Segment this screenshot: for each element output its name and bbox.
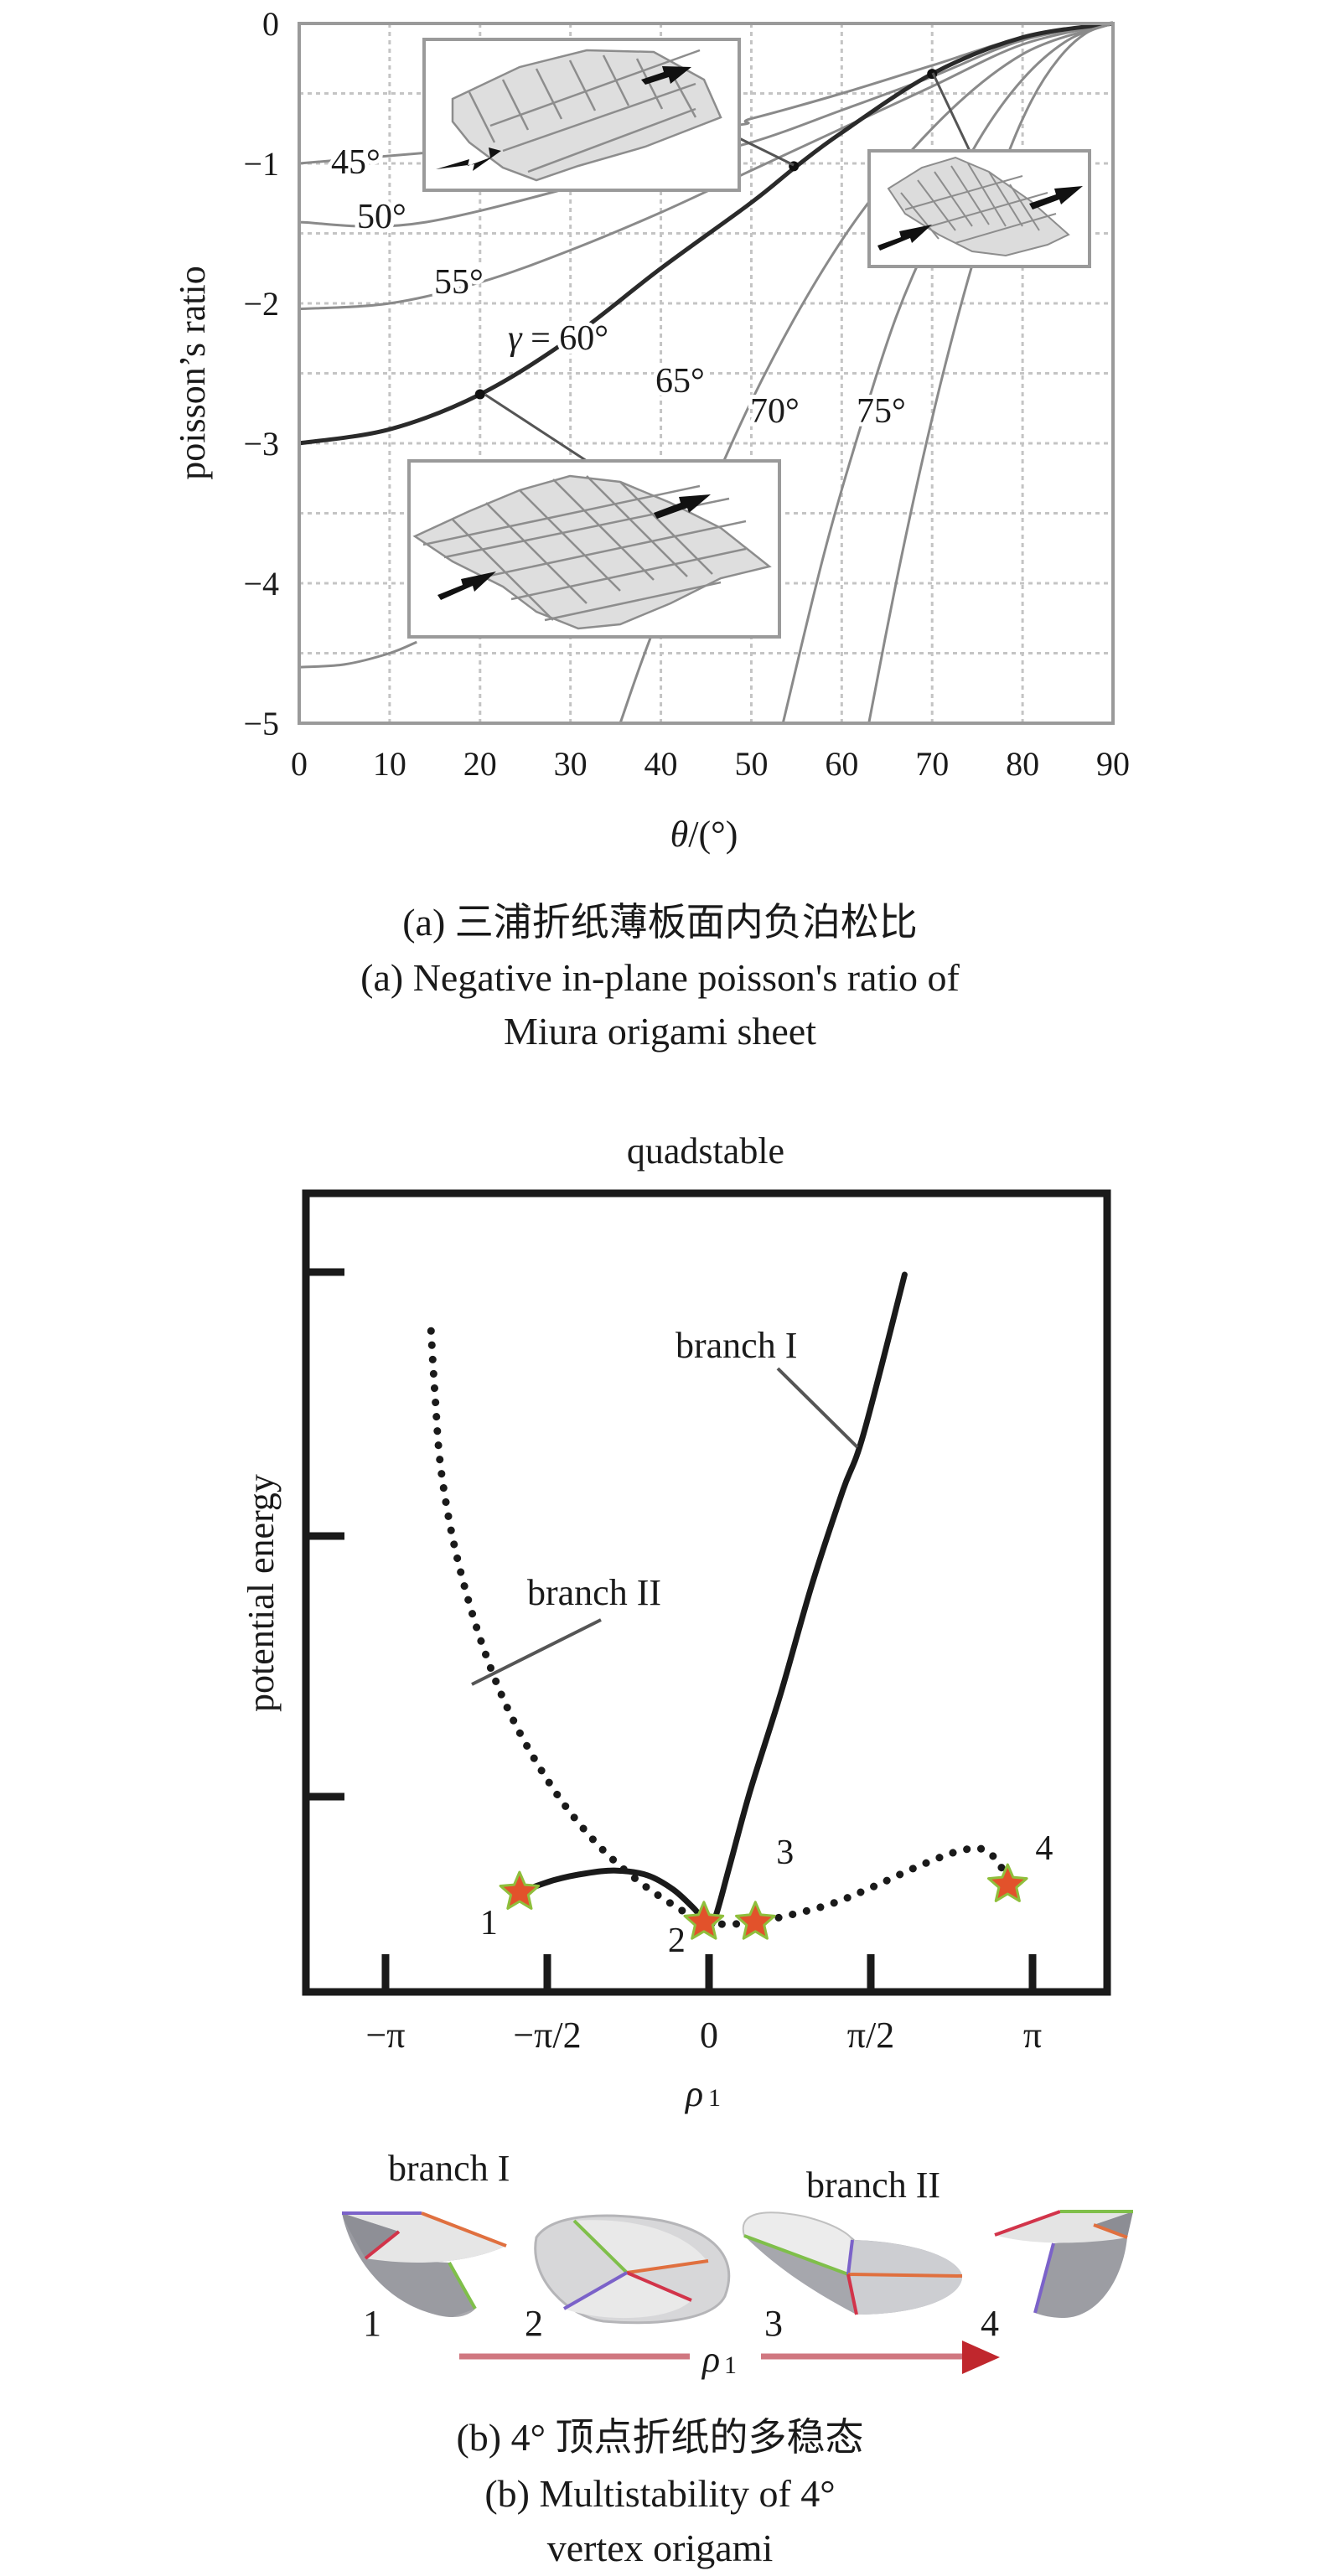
svg-text:75°: 75° [857, 392, 906, 431]
svg-text:π: π [1023, 2015, 1042, 2056]
svg-text:2: 2 [668, 1922, 686, 1960]
stable-state-labels: 1 2 3 4 [480, 1829, 1053, 1960]
miura-sheet-flat-icon [412, 474, 772, 630]
svg-text:55°: 55° [434, 263, 484, 302]
svg-text:3: 3 [776, 1834, 794, 1872]
svg-text:30: 30 [554, 745, 588, 783]
branch-ii-label: branch II [806, 2165, 940, 2206]
miura-sheet-open-icon [451, 49, 722, 182]
svg-text:θ/(°): θ/(°) [670, 814, 738, 855]
svg-text:0: 0 [700, 2015, 718, 2056]
svg-text:−π: −π [365, 2015, 405, 2056]
svg-text:75°: 75° [857, 392, 906, 431]
origami-states-panel: branch I branch II [342, 2148, 1133, 2380]
arrow-pair-icon [437, 494, 711, 600]
svg-text:0: 0 [262, 5, 279, 43]
svg-text:0: 0 [291, 745, 308, 783]
y-axis-label: potential energy [241, 1474, 282, 1712]
svg-text:γ = 60°: γ = 60° [508, 319, 608, 358]
svg-text:65°: 65° [655, 362, 705, 401]
svg-text:50°: 50° [357, 198, 406, 236]
caption-b-en-line2: vertex origami [546, 2527, 774, 2569]
stable-state-markers [499, 1863, 1028, 1940]
svg-text:−5: −5 [243, 705, 279, 742]
svg-text:45°: 45° [331, 143, 380, 182]
miura-sheet-compressed-icon [887, 156, 1070, 257]
branch-i-label: branch I [676, 1325, 797, 1366]
caption-a-en-line1: (a) Negative in-plane poisson's ratio of [360, 956, 960, 999]
svg-text:4: 4 [1035, 1829, 1053, 1868]
caption-b-en-line1: (b) Multistability of 4° [484, 2472, 836, 2515]
svg-text:50°: 50° [357, 198, 406, 236]
svg-text:1: 1 [708, 2084, 721, 2112]
x-ticks: −π −π/2 0 π/2 π [365, 1954, 1042, 2056]
origami-state-2-icon [534, 2214, 731, 2325]
origami-state-3-icon [742, 2211, 963, 2315]
branch-leader-lines [471, 1367, 859, 1686]
svg-text:3: 3 [764, 2303, 783, 2344]
svg-text:40: 40 [644, 745, 678, 783]
svg-text:45°: 45° [331, 143, 380, 182]
plot-frame [302, 1189, 1111, 1996]
y-ticks [306, 1268, 344, 1801]
svg-text:50: 50 [734, 745, 768, 783]
svg-text:1: 1 [724, 2351, 737, 2379]
x-axis-label: θ/(°) [670, 814, 738, 855]
inset-top-left [422, 38, 795, 192]
poisson-curves [298, 21, 1114, 724]
energy-curves [427, 1271, 1012, 1929]
svg-text:65°: 65° [655, 362, 705, 401]
arrow-pair-icon [436, 66, 691, 171]
inset-right [867, 72, 1091, 268]
branch-ii-label: branch II [527, 1572, 661, 1613]
svg-text:80: 80 [1006, 745, 1039, 783]
caption-a-cn: (a) 三浦折纸薄板面内负泊松比 [402, 901, 918, 944]
svg-text:γ = 60°: γ = 60° [508, 319, 608, 358]
svg-text:π/2: π/2 [847, 2015, 894, 2056]
state-number-labels: 1 2 3 4 [363, 2303, 999, 2344]
svg-text:2: 2 [525, 2303, 543, 2344]
svg-text:20: 20 [463, 745, 497, 783]
svg-text:90: 90 [1096, 745, 1130, 783]
origami-state-4-icon [994, 2210, 1133, 2318]
svg-text:10: 10 [373, 745, 406, 783]
svg-text:1: 1 [480, 1904, 498, 1942]
svg-text:1: 1 [363, 2303, 381, 2344]
axis-tick-labels: 0 10 20 30 40 50 60 70 80 90 0 −1 −2 −3 −4 −5 [243, 5, 1130, 783]
caption-b-cn: (b) 4° 顶点折纸的多稳态 [456, 2416, 864, 2459]
svg-text:−2: −2 [243, 285, 279, 323]
curve-labels: 45°45°50°50°55°55°γ = 60°γ = 60°65°65°70… [327, 139, 910, 435]
inset-bottom [407, 393, 781, 639]
arrow-pair-icon [877, 186, 1083, 251]
svg-text:70°: 70° [750, 392, 800, 431]
origami-state-1-icon [342, 2211, 507, 2317]
rho-direction-arrow: ρ 1 [459, 2339, 1000, 2380]
svg-text:ρ: ρ [684, 2073, 703, 2114]
svg-text:4: 4 [981, 2303, 999, 2344]
chart-title: quadstable [627, 1130, 784, 1172]
x-axis-label: ρ 1 [684, 2073, 721, 2114]
poisson-ratio-chart: 0 10 20 30 40 50 60 70 80 900−1−2−3−4−5 45°45°50°… [172, 5, 1130, 855]
y-axis-label: poisson’s ratio [172, 266, 213, 479]
svg-text:−4: −4 [243, 565, 279, 603]
branch-i-label: branch I [388, 2148, 510, 2189]
plot-frame [298, 22, 1115, 725]
potential-energy-chart: quadstable −π −π/2 0 π/2 π branch I branch I… [241, 1130, 1111, 2114]
svg-text:−π/2: −π/2 [513, 2015, 581, 2056]
svg-text:−1: −1 [243, 145, 279, 183]
svg-text:55°: 55° [434, 263, 484, 302]
caption-a-en-line2: Miura origami sheet [503, 1010, 816, 1053]
svg-text:−3: −3 [243, 425, 279, 463]
svg-text:60: 60 [825, 745, 858, 783]
svg-text:70: 70 [915, 745, 949, 783]
svg-text:ρ: ρ [701, 2339, 720, 2380]
svg-text:70°: 70° [750, 392, 800, 431]
arrowhead-icon [962, 2341, 1000, 2374]
